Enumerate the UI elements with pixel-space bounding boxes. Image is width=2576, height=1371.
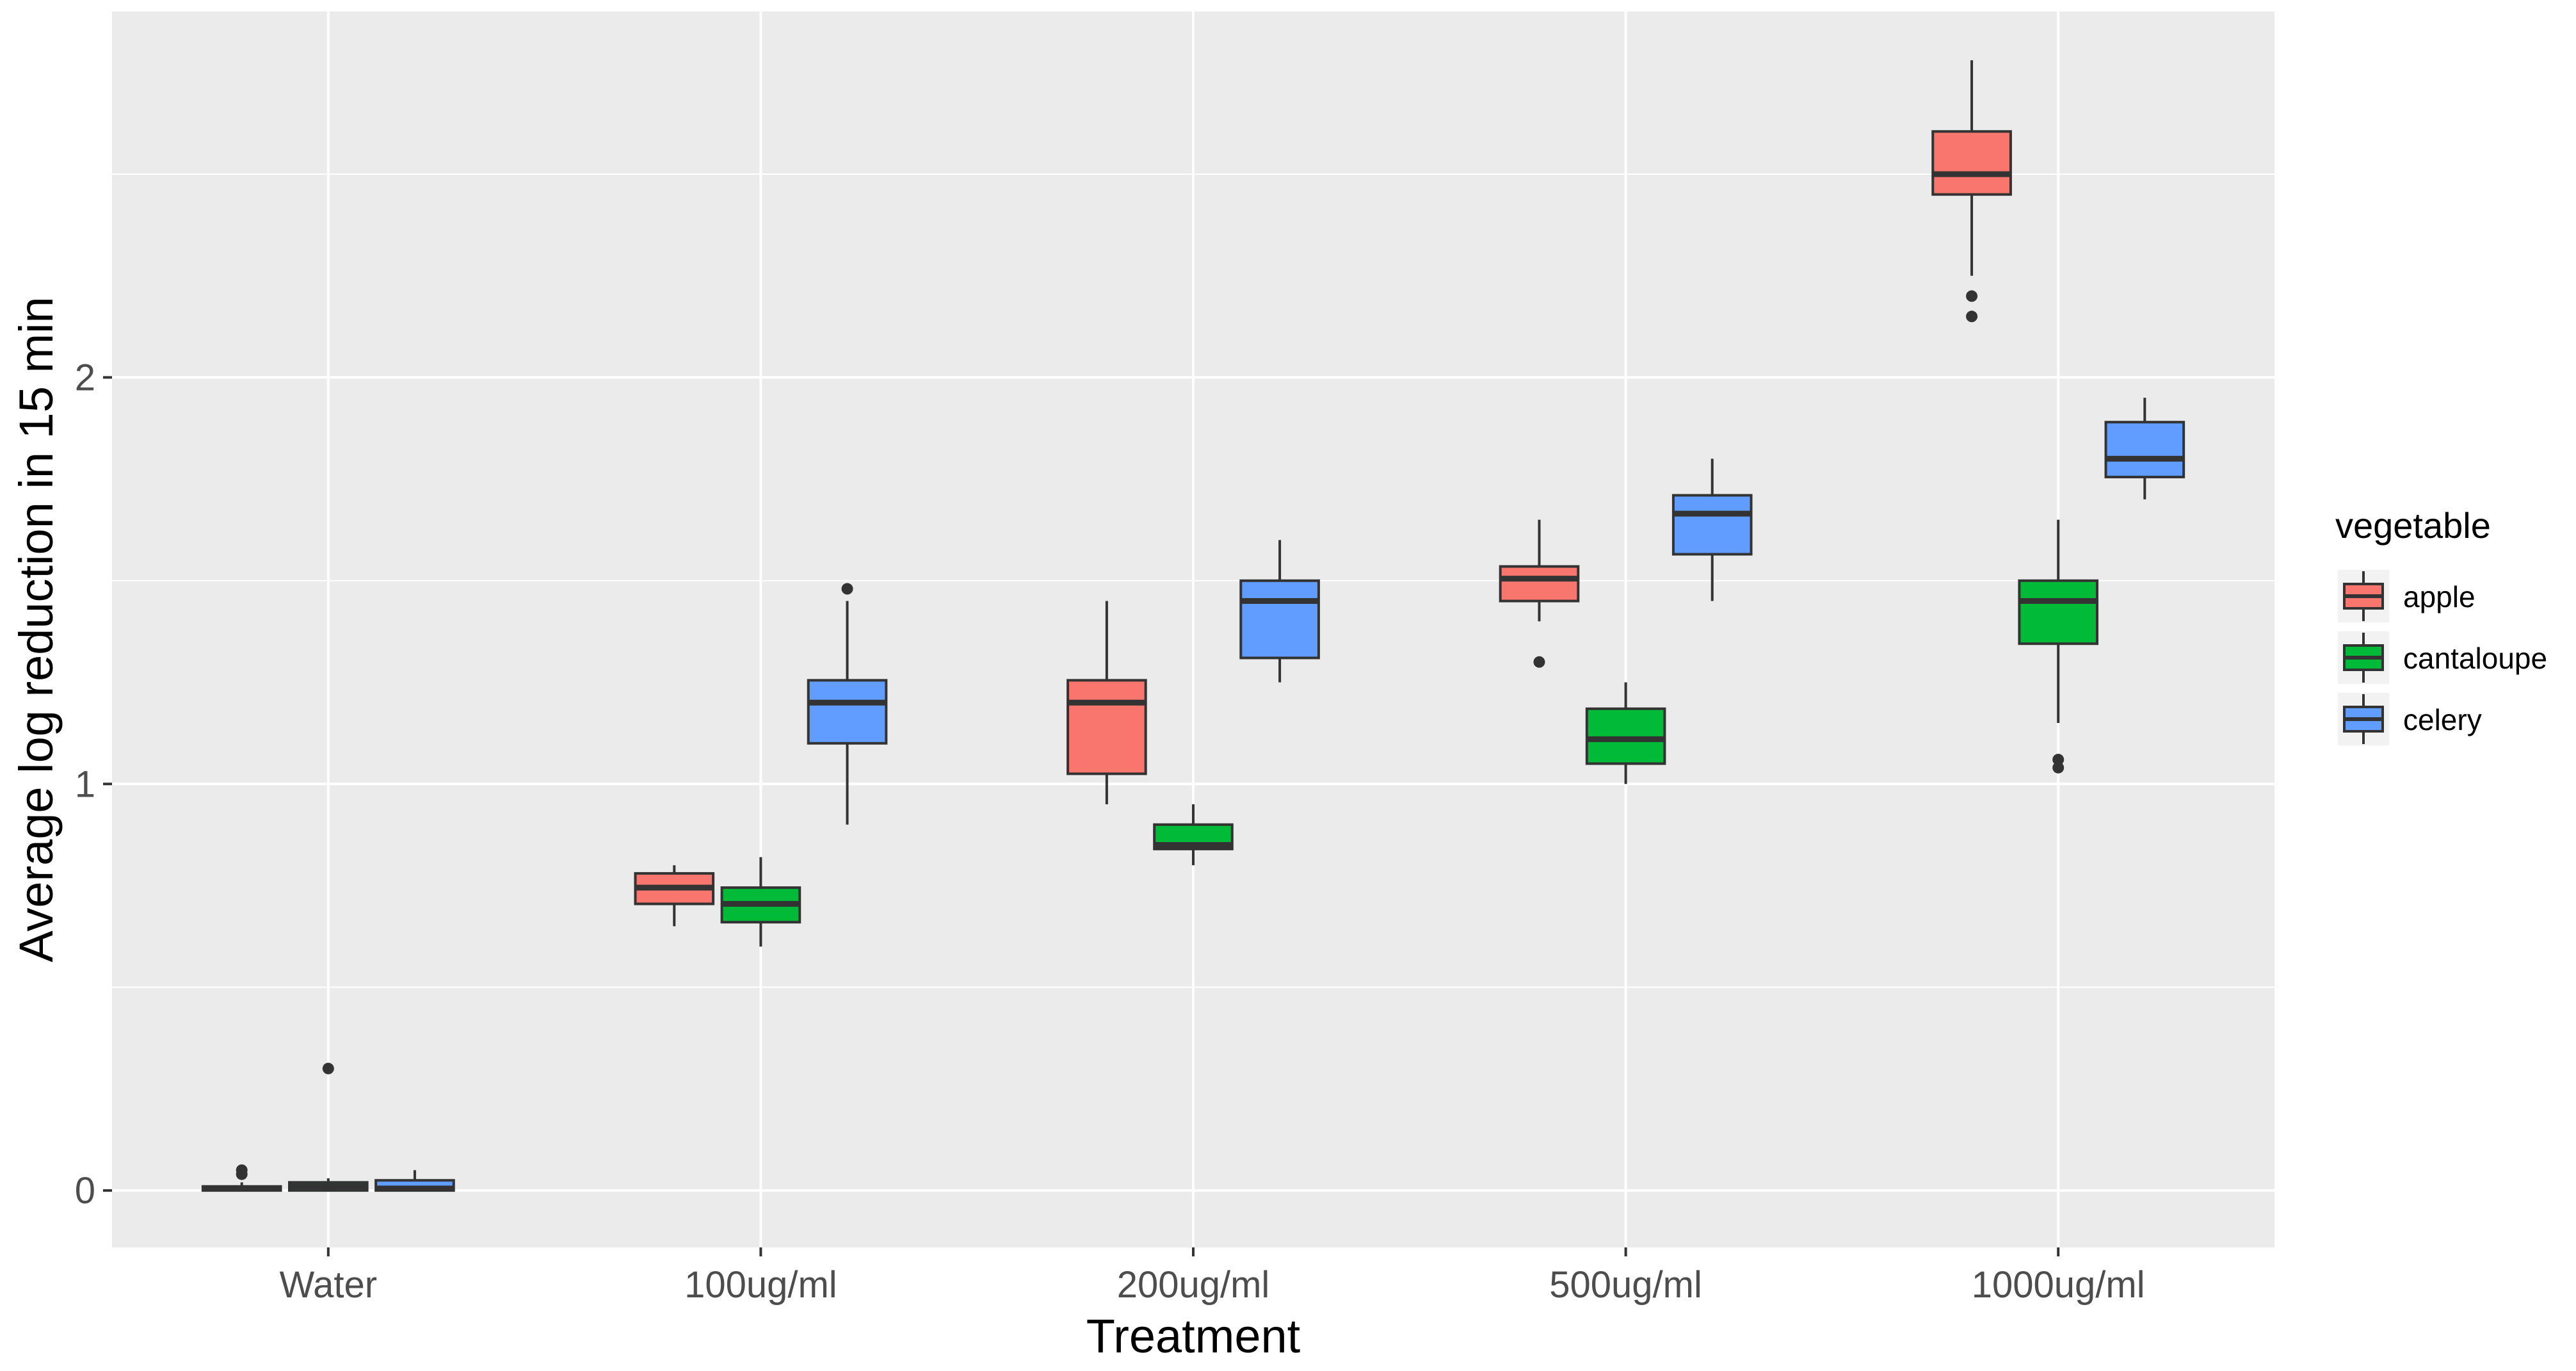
legend-label: apple [2403, 580, 2475, 613]
axes: 0 1 2 Water 100ug/ml 200ug/ml 500ug/ml 1000ug/m… [75, 357, 2145, 1306]
outlier-point [2052, 761, 2065, 774]
box-cantaloupe-Water [287, 1062, 369, 1192]
x-tick-label: 500ug/ml [1549, 1264, 1702, 1306]
box-celery-Water [374, 1170, 455, 1192]
box-cantaloupe-1000ug/ml [2018, 519, 2099, 774]
y-tick-label: 2 [75, 357, 95, 398]
box-apple-Water [201, 1164, 282, 1192]
outlier-point [236, 1164, 248, 1176]
outlier-point [841, 583, 853, 595]
box-apple-1000ug/ml [1931, 60, 2012, 323]
box-body [1499, 565, 1580, 603]
box-celery-100ug/ml [807, 583, 888, 825]
legend-item-cantaloupe: cantaloupe [2338, 631, 2547, 684]
box-celery-500ug/ml [1671, 458, 1753, 601]
box-body [1931, 130, 2012, 196]
box-apple-500ug/ml [1499, 519, 1580, 668]
x-tick-label: 1000ug/ml [1972, 1264, 2145, 1306]
legend-label: celery [2403, 703, 2482, 736]
outlier-point [1533, 656, 1545, 668]
outlier-point [2052, 754, 2065, 766]
box-body [1067, 679, 1147, 775]
box-body [2104, 421, 2186, 478]
x-axis-title: Treatment [1086, 1310, 1301, 1363]
legend-label: cantaloupe [2403, 642, 2547, 675]
box-marks [201, 60, 2186, 1192]
legend-title: vegetable [2335, 505, 2491, 546]
legend: vegetable apple cantaloupe celery [2335, 505, 2547, 745]
legend-item-celery: celery [2338, 693, 2482, 745]
box-cantaloupe-500ug/ml [1585, 682, 1666, 784]
box-body [2018, 579, 2099, 645]
box-body [1585, 707, 1666, 765]
box-body [1671, 494, 1753, 556]
y-axis-title: Average log reduction in 15 min [10, 296, 63, 962]
box-celery-200ug/ml [1239, 540, 1320, 683]
box-apple-200ug/ml [1067, 601, 1147, 804]
x-tick-label: 100ug/ml [684, 1264, 837, 1306]
legend-item-apple: apple [2338, 570, 2475, 622]
x-tick-label: 200ug/ml [1117, 1264, 1270, 1306]
box-body [1239, 579, 1320, 660]
outlier-point [322, 1062, 334, 1075]
box-celery-1000ug/ml [2104, 398, 2186, 499]
box-cantaloupe-200ug/ml [1153, 804, 1234, 866]
box-apple-100ug/ml [634, 865, 715, 927]
y-tick-label: 1 [75, 763, 95, 805]
box-cantaloupe-100ug/ml [720, 857, 801, 947]
y-tick-label: 0 [75, 1170, 95, 1212]
outlier-point [1966, 311, 1978, 323]
box-body [807, 679, 888, 745]
outlier-point [1966, 290, 1978, 302]
x-tick-label: Water [280, 1264, 378, 1306]
